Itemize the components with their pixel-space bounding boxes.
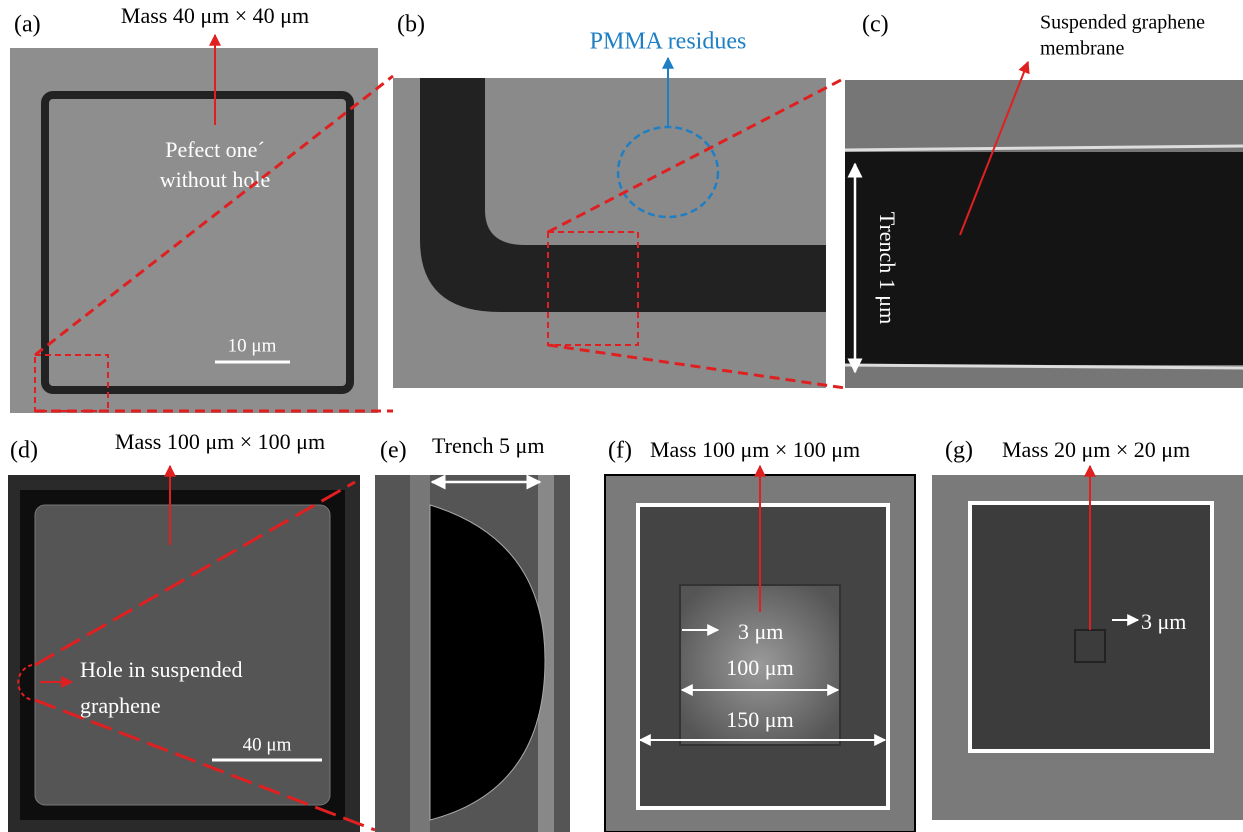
page: SEM figure {"panels": { "a": {"label": "…: [0, 0, 1243, 832]
annotation: 3 μm: [738, 619, 783, 644]
annotation: membrane: [1040, 38, 1125, 60]
panel-title: Mass 100 μm × 100 μm: [115, 429, 325, 454]
panel-label: (f): [608, 438, 632, 464]
body: (a) Mass 40 μm × 40 μm Pefect one´ witho…: [0, 0, 1243, 832]
annotation: Hole in suspended: [80, 657, 243, 682]
annotation: 150 μm: [726, 707, 793, 732]
panel-label: (e): [380, 438, 407, 464]
annotation: without hole: [160, 167, 271, 192]
panel-title: Mass 100 μm × 100 μm: [650, 437, 860, 462]
panel-label: (d): [10, 438, 38, 464]
scale-label: 10 μm: [228, 335, 277, 356]
annotation: Pefect one´: [165, 137, 265, 162]
annotation: PMMA residues: [590, 29, 747, 55]
figure: (a) Mass 40 μm × 40 μm Pefect one´ witho…: [0, 0, 1243, 832]
panel-label: (c): [862, 12, 889, 38]
annotation: 3 μm: [1141, 609, 1186, 634]
panel-title: Mass 40 μm × 40 μm: [121, 3, 309, 28]
panel-title: Trench 5 μm: [432, 433, 544, 458]
annotation: Trench 1 μm: [875, 212, 900, 324]
annotation: Suspended graphene: [1040, 12, 1205, 34]
panel-label: (a): [14, 12, 41, 38]
edge: [410, 475, 430, 832]
annotation: 100 μm: [726, 655, 793, 680]
panel-label: (g): [945, 438, 973, 464]
trench: [845, 152, 1243, 365]
panel-label: (b): [397, 12, 425, 38]
scale-label: 40 μm: [243, 734, 292, 755]
panel-title: Mass 20 μm × 20 μm: [1002, 437, 1190, 462]
annotation: graphene: [80, 693, 161, 718]
